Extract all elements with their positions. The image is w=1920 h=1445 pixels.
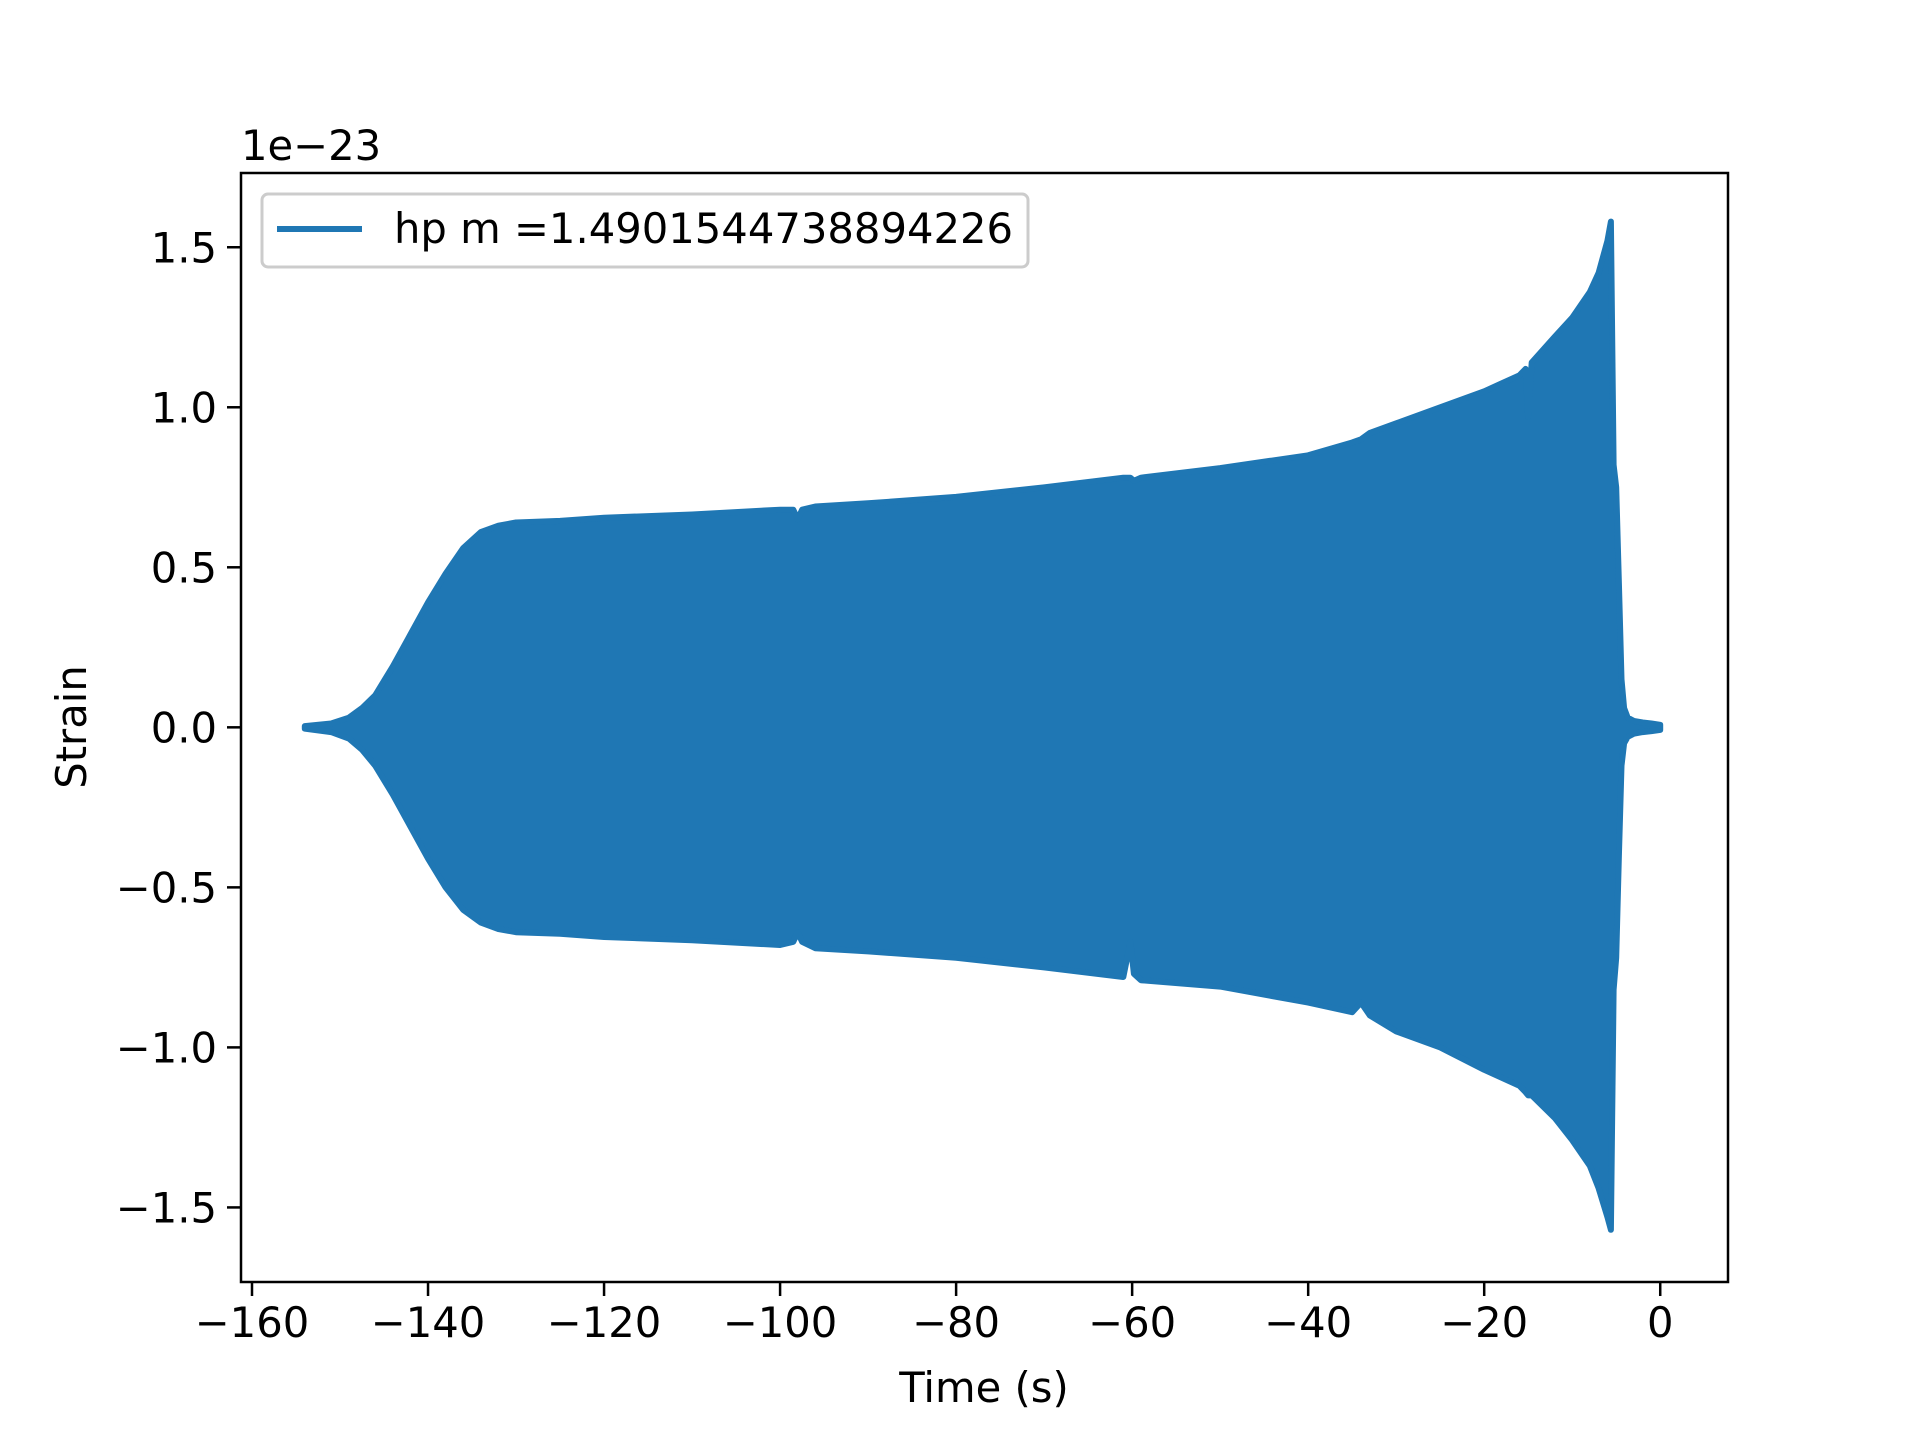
series-0-waveform <box>301 218 1664 1233</box>
y-axis: −1.5 −1.0 −0.5 0.0 0.5 1.0 1.5 <box>116 223 241 1232</box>
y-tick-label: −1.0 <box>116 1023 217 1072</box>
y-tick-label: 0.5 <box>151 543 217 592</box>
y-tick-label: 1.0 <box>151 383 217 432</box>
y-tick-label: 1.5 <box>151 223 217 272</box>
x-tick-label: −80 <box>912 1298 1000 1347</box>
plot-area <box>301 218 1664 1233</box>
x-tick-label: −160 <box>195 1298 310 1347</box>
legend: hp m =1.4901544738894226 <box>260 192 1030 269</box>
y-offset-text: 1e−23 <box>241 121 381 170</box>
x-axis-label: Time (s) <box>898 1363 1069 1412</box>
legend-label: hp m =1.4901544738894226 <box>394 204 1013 253</box>
x-axis: −160 −140 −120 −100 −80 −60 −40 −20 0 <box>195 1282 1674 1347</box>
x-tick-label: −140 <box>371 1298 486 1347</box>
x-tick-label: 0 <box>1647 1298 1674 1347</box>
legend-box <box>260 192 1030 269</box>
x-tick-label: −120 <box>547 1298 662 1347</box>
x-tick-label: −60 <box>1088 1298 1176 1347</box>
y-tick-label: −0.5 <box>116 863 217 912</box>
x-tick-label: −20 <box>1440 1298 1528 1347</box>
x-tick-label: −100 <box>723 1298 838 1347</box>
x-tick-label: −40 <box>1264 1298 1352 1347</box>
y-tick-label: −1.5 <box>116 1183 217 1232</box>
y-tick-label: 0.0 <box>151 703 217 752</box>
y-axis-label: Strain <box>47 665 96 789</box>
